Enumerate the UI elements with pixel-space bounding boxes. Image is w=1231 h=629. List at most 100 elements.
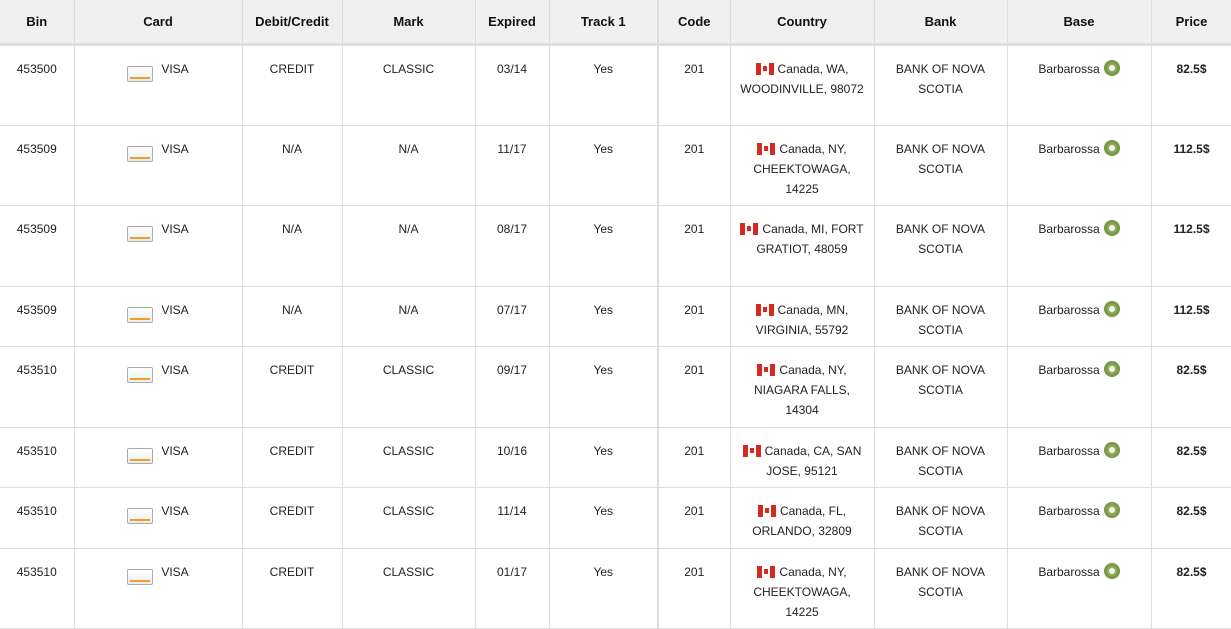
cell-country: Canada, NY, CHEEKTOWAGA, 14225 [730,548,875,629]
cell-type: CREDIT [242,427,343,488]
base-text: Barbarossa [1038,504,1100,518]
cell-track1: Yes [549,44,659,126]
cell-card: VISA [74,427,243,488]
base-text: Barbarossa [1038,363,1100,377]
cell-track1: Yes [549,487,659,549]
mark-text: CLASSIC [382,363,435,377]
bin-text: 453510 [16,444,57,458]
expired-text: 09/17 [496,363,528,377]
mark-text: CLASSIC [382,504,435,518]
track1-text: Yes [593,444,614,458]
cell-type: N/A [242,205,343,287]
bin-text: 453510 [16,504,57,518]
cell-country: Canada, FL, ORLANDO, 32809 [730,487,875,549]
country-text: Canada, NY, CHEEKTOWAGA, 14225 [753,565,851,619]
clock-icon[interactable] [1103,300,1120,317]
code-text: 201 [684,222,705,236]
clock-icon[interactable] [1103,139,1120,156]
price-text: 82.5$ [1176,363,1207,377]
column-header-card[interactable]: Card [74,0,243,46]
column-header-country[interactable]: Country [730,0,875,46]
cell-card: VISA [74,205,243,287]
track1-text: Yes [593,142,614,156]
cell-bin: 453509 [0,125,75,206]
column-header-base[interactable]: Base [1007,0,1152,46]
column-header-mark[interactable]: Mark [342,0,476,46]
cell-price: 112.5$ [1151,125,1231,206]
cell-mark: CLASSIC [342,44,476,126]
cell-type: N/A [242,125,343,206]
table-row[interactable]: 453510 VISA CREDIT CLASSIC 01/17 Yes 201 Canada… [0,548,1231,629]
column-header-bin[interactable]: Bin [0,0,75,46]
clock-icon[interactable] [1103,360,1120,377]
cell-mark: CLASSIC [342,346,476,428]
cell-price: 82.5$ [1151,346,1231,428]
cell-code: 201 [657,548,731,629]
country-text: Canada, MI, FORT GRATIOT, 48059 [756,222,864,256]
column-header-bank[interactable]: Bank [874,0,1008,46]
column-header-price[interactable]: Price [1151,0,1231,46]
type-text: N/A [281,142,302,156]
card-text: VISA [161,62,189,76]
column-header-type[interactable]: Debit/Credit [242,0,343,46]
cell-bank: BANK OF NOVA SCOTIA [874,286,1008,347]
code-text: 201 [684,504,705,518]
price-text: 82.5$ [1176,444,1207,458]
bin-text: 453500 [16,62,57,76]
visa-card-icon [127,145,154,162]
expired-text: 07/17 [496,303,528,317]
column-header-track1[interactable]: Track 1 [549,0,659,46]
price-text: 112.5$ [1173,303,1210,317]
cell-type: CREDIT [242,44,343,126]
table-row[interactable]: 453500 VISA CREDIT CLASSIC 03/14 Yes 201 Canada… [0,44,1231,126]
expired-text: 08/17 [496,222,528,236]
cell-base: Barbarossa [1007,487,1152,549]
bin-text: 453510 [16,363,57,377]
type-text: CREDIT [269,565,315,579]
cell-card: VISA [74,44,243,126]
code-text: 201 [684,565,705,579]
track1-text: Yes [593,222,614,236]
base-text: Barbarossa [1038,142,1100,156]
cell-expired: 10/16 [475,427,550,488]
cell-code: 201 [657,346,731,428]
cell-expired: 01/17 [475,548,550,629]
clock-icon[interactable] [1103,219,1120,236]
table-row[interactable]: 453510 VISA CREDIT CLASSIC 09/17 Yes 201 Canada… [0,346,1231,428]
clock-icon[interactable] [1103,59,1120,76]
track1-text: Yes [593,62,614,76]
clock-icon[interactable] [1103,501,1120,518]
bank-text: BANK OF NOVA SCOTIA [895,565,986,599]
column-header-code[interactable]: Code [657,0,731,46]
mark-text: N/A [398,303,419,317]
bin-text: 453510 [16,565,57,579]
cell-base: Barbarossa [1007,427,1152,488]
cell-expired: 11/14 [475,487,550,549]
clock-icon[interactable] [1103,562,1120,579]
expired-text: 10/16 [496,444,528,458]
column-header-expired[interactable]: Expired [475,0,550,46]
table-row[interactable]: 453509 VISA N/A N/A 07/17 Yes 201 Canada, MN, V… [0,286,1231,347]
table-row[interactable]: 453510 VISA CREDIT CLASSIC 10/16 Yes 201 Canada… [0,427,1231,488]
cell-bank: BANK OF NOVA SCOTIA [874,346,1008,428]
card-text: VISA [161,444,189,458]
table-row[interactable]: 453510 VISA CREDIT CLASSIC 11/14 Yes 201 Canada… [0,487,1231,549]
cell-country: Canada, MI, FORT GRATIOT, 48059 [730,205,875,287]
bank-text: BANK OF NOVA SCOTIA [895,303,986,337]
table-row[interactable]: 453509 VISA N/A N/A 08/17 Yes 201 Canada, MI, F… [0,205,1231,287]
table-row[interactable]: 453509 VISA N/A N/A 11/17 Yes 201 Canada, NY, C… [0,125,1231,206]
cell-code: 201 [657,44,731,126]
price-text: 82.5$ [1176,62,1207,76]
bin-text: 453509 [16,142,57,156]
cell-bin: 453509 [0,286,75,347]
expired-text: 01/17 [496,565,528,579]
cell-mark: CLASSIC [342,487,476,549]
type-text: N/A [281,222,302,236]
code-text: 201 [684,62,705,76]
price-text: 112.5$ [1173,142,1210,156]
cell-code: 201 [657,205,731,287]
base-text: Barbarossa [1038,565,1100,579]
bin-text: 453509 [16,222,57,236]
clock-icon[interactable] [1103,441,1120,458]
cell-track1: Yes [549,427,659,488]
